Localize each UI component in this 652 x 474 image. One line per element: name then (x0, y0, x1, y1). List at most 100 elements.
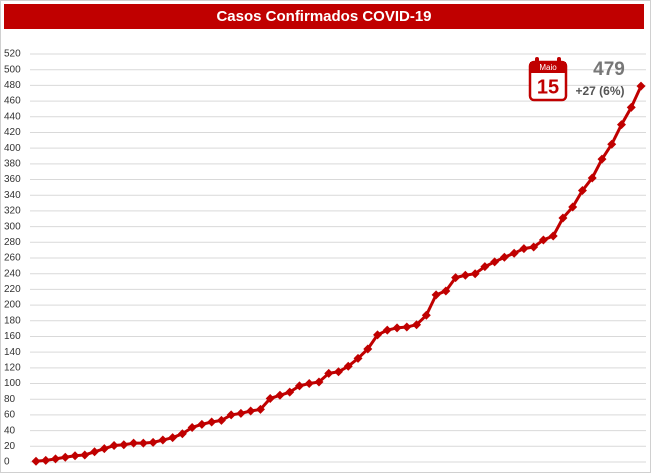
y-tick-label: 140 (4, 347, 21, 358)
marker (197, 419, 207, 429)
y-tick-label: 440 (4, 111, 21, 122)
marker (392, 323, 402, 333)
marker (568, 202, 578, 212)
calendar-header (530, 62, 566, 73)
marker (275, 390, 285, 400)
marker (577, 186, 587, 196)
marker (607, 139, 617, 149)
marker (265, 393, 275, 403)
y-tick-label: 200 (4, 300, 21, 311)
y-tick-label: 480 (4, 80, 21, 91)
marker (636, 81, 646, 91)
marker (324, 368, 334, 378)
marker (31, 456, 41, 466)
marker (373, 330, 383, 340)
marker (538, 235, 548, 245)
y-tick-label: 380 (4, 158, 21, 169)
marker (255, 404, 265, 414)
marker (226, 410, 236, 420)
marker (207, 417, 217, 427)
y-tick-label: 60 (4, 410, 16, 421)
marker (109, 441, 119, 451)
y-tick-label: 160 (4, 331, 21, 342)
marker (480, 262, 490, 272)
total-label: 479 (593, 59, 625, 80)
y-tick-label: 500 (4, 64, 21, 75)
marker (490, 257, 500, 267)
marker (616, 120, 626, 130)
marker (99, 444, 109, 454)
marker (558, 213, 568, 223)
marker (626, 102, 636, 112)
y-tick-label: 80 (4, 394, 16, 405)
y-tick-label: 460 (4, 96, 21, 107)
marker (460, 270, 470, 280)
marker (587, 173, 597, 183)
marker (216, 415, 226, 425)
y-tick-label: 260 (4, 253, 21, 264)
y-tick-label: 100 (4, 378, 21, 389)
chart-title: Casos Confirmados COVID-19 (216, 8, 431, 25)
marker (353, 353, 363, 363)
marker (285, 387, 295, 397)
y-tick-label: 400 (4, 143, 21, 154)
marker (343, 361, 353, 371)
calendar-month: Maio (539, 63, 557, 72)
calendar-ring (535, 57, 539, 65)
y-tick-label: 340 (4, 190, 21, 201)
change-label: +27 (6%) (575, 84, 624, 98)
y-tick-label: 300 (4, 221, 21, 232)
marker (90, 447, 100, 457)
marker (421, 310, 431, 320)
marker (148, 437, 158, 447)
marker (509, 248, 519, 258)
marker (431, 290, 441, 300)
marker (60, 452, 70, 462)
marker (499, 252, 509, 262)
marker (138, 438, 148, 448)
marker (129, 438, 139, 448)
marker (119, 440, 129, 450)
calendar-ring (557, 57, 561, 65)
marker (304, 379, 314, 389)
y-tick-label: 520 (4, 49, 21, 60)
y-tick-label: 360 (4, 174, 21, 185)
marker (314, 377, 324, 387)
marker (236, 408, 246, 418)
marker (80, 450, 90, 460)
marker (441, 286, 451, 296)
marker (529, 242, 539, 252)
marker (294, 381, 304, 391)
marker (51, 454, 61, 464)
marker (334, 367, 343, 377)
marker (402, 322, 412, 332)
marker (548, 231, 558, 241)
y-tick-label: 240 (4, 268, 21, 279)
marker (451, 273, 461, 283)
y-tick-label: 280 (4, 237, 21, 248)
marker (597, 154, 607, 164)
marker (363, 344, 373, 354)
y-tick-label: 320 (4, 206, 21, 217)
marker (187, 422, 197, 432)
y-tick-label: 420 (4, 127, 21, 138)
y-tick-label: 0 (4, 457, 10, 468)
marker (382, 325, 392, 335)
y-tick-label: 40 (4, 425, 16, 436)
marker (246, 406, 256, 416)
marker (41, 455, 51, 465)
y-tick-label: 20 (4, 441, 16, 452)
marker (177, 429, 187, 439)
marker (70, 451, 80, 461)
title-bar (4, 4, 644, 29)
marker (519, 244, 529, 254)
marker (412, 320, 422, 330)
y-tick-label: 220 (4, 284, 21, 295)
calendar-icon: Maio 15 (528, 57, 568, 102)
marker (470, 269, 480, 279)
marker (158, 435, 168, 445)
marker (168, 433, 178, 443)
y-tick-label: 180 (4, 315, 21, 326)
y-tick-label: 120 (4, 362, 21, 373)
